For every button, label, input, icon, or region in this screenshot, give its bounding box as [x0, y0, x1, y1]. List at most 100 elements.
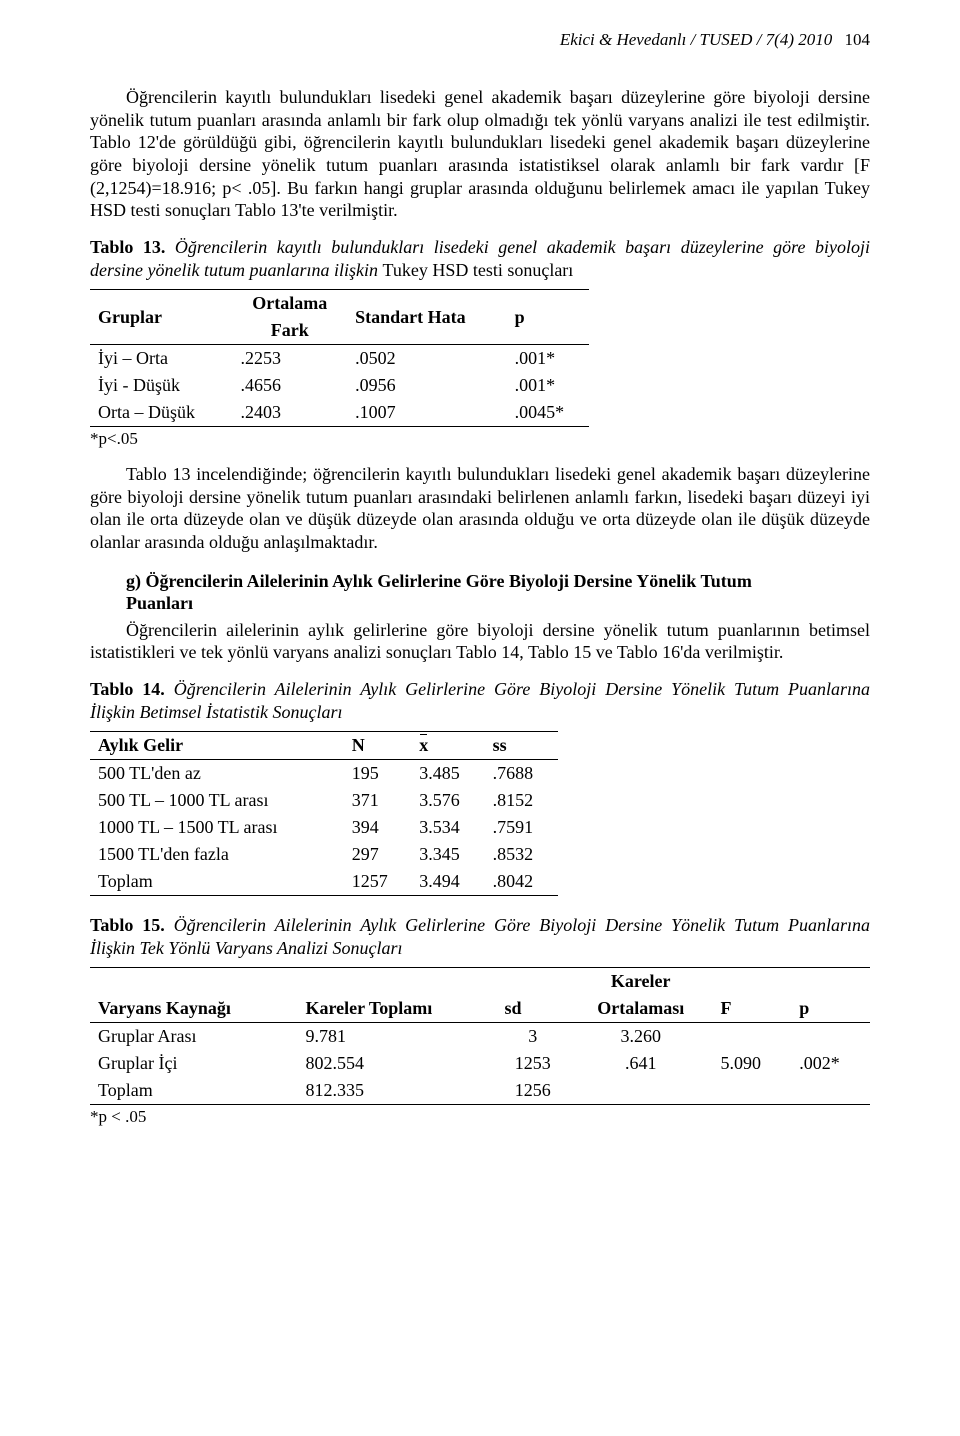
- cell: Orta – Düşük: [90, 399, 232, 427]
- t14-h-sd: ss: [485, 732, 558, 760]
- cell: 297: [344, 841, 412, 868]
- cell: .7688: [485, 760, 558, 788]
- section-g-heading: g) Öğrencilerin Ailelerinin Aylık Gelirl…: [126, 570, 870, 615]
- table-row: Toplam 812.335 1256: [90, 1077, 870, 1105]
- table-row: İyi – Orta .2253 .0502 .001*: [90, 345, 589, 373]
- paragraph-1: Öğrencilerin kayıtlı bulundukları lisede…: [90, 86, 870, 222]
- table-row: Orta – Düşük .2403 .1007 .0045*: [90, 399, 589, 427]
- cell: .7591: [485, 814, 558, 841]
- table-row: Toplam 1257 3.494 .8042: [90, 868, 558, 896]
- cell: 3.494: [411, 868, 484, 896]
- t13-h-p: p: [507, 290, 590, 345]
- cell: 1253: [497, 1050, 569, 1077]
- cell: .641: [569, 1050, 713, 1077]
- cell: 812.335: [297, 1077, 496, 1105]
- cell: .2403: [232, 399, 347, 427]
- table-row: 1500 TL'den fazla 297 3.345 .8532: [90, 841, 558, 868]
- t15-h-ss: Kareler Toplamı: [297, 968, 496, 1023]
- table13-caption: Tablo 13. Öğrencilerin kayıtlı bulundukl…: [90, 236, 870, 281]
- page-number: 104: [845, 30, 871, 49]
- cell: .8042: [485, 868, 558, 896]
- cell: Gruplar Arası: [90, 1023, 297, 1051]
- cell: .8532: [485, 841, 558, 868]
- t13-footnote: *p<.05: [90, 429, 870, 449]
- cell: 3: [497, 1023, 569, 1051]
- cell: 802.554: [297, 1050, 496, 1077]
- table-row: 500 TL'den az 195 3.485 .7688: [90, 760, 558, 788]
- t15-footnote: *p < .05: [90, 1107, 870, 1127]
- table15-caption-text: Öğrencilerin Ailelerinin Aylık Gelirleri…: [90, 915, 870, 958]
- cell: .002*: [791, 1050, 870, 1077]
- cell: .0045*: [507, 399, 590, 427]
- page: Ekici & Hevedanlı / TUSED / 7(4) 2010 10…: [0, 0, 960, 1436]
- t15-h-df: sd: [497, 968, 569, 1023]
- cell: 9.781: [297, 1023, 496, 1051]
- table14-caption: Tablo 14. Öğrencilerin Ailelerinin Aylık…: [90, 678, 870, 723]
- cell: .0956: [347, 372, 506, 399]
- cell: Toplam: [90, 1077, 297, 1105]
- cell: [569, 1077, 713, 1105]
- cell: [791, 1023, 870, 1051]
- cell: 371: [344, 787, 412, 814]
- t13-h-meandiff-b: Fark: [232, 317, 347, 345]
- cell: .001*: [507, 345, 590, 373]
- cell: 500 TL – 1000 TL arası: [90, 787, 344, 814]
- cell: [712, 1077, 791, 1105]
- cell: .1007: [347, 399, 506, 427]
- cell: 5.090: [712, 1050, 791, 1077]
- cell: 1500 TL'den fazla: [90, 841, 344, 868]
- cell: 1000 TL – 1500 TL arası: [90, 814, 344, 841]
- table15-label: Tablo 15.: [90, 915, 165, 935]
- cell: 3.534: [411, 814, 484, 841]
- running-header: Ekici & Hevedanlı / TUSED / 7(4) 2010 10…: [90, 30, 870, 50]
- cell: [791, 1077, 870, 1105]
- table14-label: Tablo 14.: [90, 679, 165, 699]
- table15: Varyans Kaynağı Kareler Toplamı sd Karel…: [90, 967, 870, 1105]
- t14-h-income: Aylık Gelir: [90, 732, 344, 760]
- t13-h-meandiff-a: Ortalama: [232, 290, 347, 318]
- t14-h-mean: x: [411, 732, 484, 760]
- table-row: 500 TL – 1000 TL arası 371 3.576 .8152: [90, 787, 558, 814]
- cell: 1257: [344, 868, 412, 896]
- table14-caption-text: Öğrencilerin Ailelerinin Aylık Gelirleri…: [90, 679, 870, 722]
- paragraph-3: Öğrencilerin ailelerinin aylık gelirleri…: [90, 619, 870, 664]
- cell: İyi – Orta: [90, 345, 232, 373]
- journal-ref: Ekici & Hevedanlı / TUSED / 7(4) 2010: [560, 30, 832, 49]
- table13-caption-tail: Tukey HSD testi sonuçları: [382, 260, 573, 280]
- cell: .4656: [232, 372, 347, 399]
- cell: İyi - Düşük: [90, 372, 232, 399]
- t15-h-f: F: [712, 968, 791, 1023]
- t15-h-ms-b: Ortalaması: [569, 995, 713, 1023]
- cell: Gruplar İçi: [90, 1050, 297, 1077]
- cell: .8152: [485, 787, 558, 814]
- t15-h-source: Varyans Kaynağı: [90, 968, 297, 1023]
- table-row: Gruplar İçi 802.554 1253 .641 5.090 .002…: [90, 1050, 870, 1077]
- table-row: Gruplar Arası 9.781 3 3.260: [90, 1023, 870, 1051]
- cell: .2253: [232, 345, 347, 373]
- xbar-icon: x: [419, 735, 428, 756]
- table15-caption: Tablo 15. Öğrencilerin Ailelerinin Aylık…: [90, 914, 870, 959]
- cell: 195: [344, 760, 412, 788]
- table13-label: Tablo 13.: [90, 237, 165, 257]
- table14: Aylık Gelir N x ss 500 TL'den az 195 3.4…: [90, 731, 558, 896]
- cell: Toplam: [90, 868, 344, 896]
- table-row: İyi - Düşük .4656 .0956 .001*: [90, 372, 589, 399]
- t15-h-ms-a: Kareler: [569, 968, 713, 996]
- cell: 3.576: [411, 787, 484, 814]
- paragraph-2: Tablo 13 incelendiğinde; öğrencilerin ka…: [90, 463, 870, 554]
- cell: 394: [344, 814, 412, 841]
- cell: .0502: [347, 345, 506, 373]
- table-row: 1000 TL – 1500 TL arası 394 3.534 .7591: [90, 814, 558, 841]
- t14-h-n: N: [344, 732, 412, 760]
- cell: 3.260: [569, 1023, 713, 1051]
- cell: 3.345: [411, 841, 484, 868]
- cell: .001*: [507, 372, 590, 399]
- cell: 500 TL'den az: [90, 760, 344, 788]
- cell: 3.485: [411, 760, 484, 788]
- table13: Gruplar Ortalama Standart Hata p Fark İy…: [90, 289, 589, 427]
- cell: 1256: [497, 1077, 569, 1105]
- cell: [712, 1023, 791, 1051]
- t13-h-se: Standart Hata: [347, 290, 506, 345]
- t13-h-groups: Gruplar: [90, 290, 232, 345]
- t15-h-p: p: [791, 968, 870, 1023]
